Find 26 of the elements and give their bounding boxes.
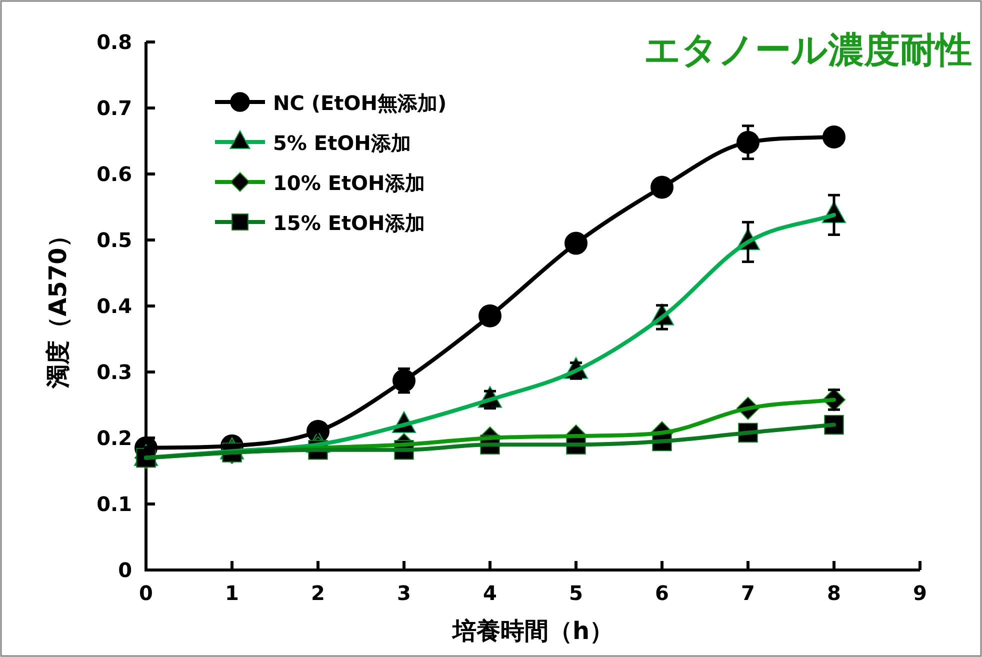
x-tick-label: 4 — [483, 581, 497, 605]
y-tick-label: 0.2 — [96, 426, 132, 450]
x-tick-label: 3 — [397, 581, 411, 605]
x-tick-label: 5 — [569, 581, 583, 605]
x-axis-title: 培養時間（h） — [450, 617, 614, 645]
x-tick-label: 7 — [741, 581, 755, 605]
x-tick-label: 1 — [225, 581, 239, 605]
legend-label: 5% EtOH添加 — [273, 131, 411, 155]
y-tick-label: 0.8 — [96, 30, 132, 54]
chart-title: エタノール濃度耐性 — [644, 30, 972, 71]
x-tick-label: 0 — [139, 581, 153, 605]
x-tick-label: 8 — [827, 581, 841, 605]
y-tick-label: 0 — [118, 558, 132, 582]
y-tick-label: 0.6 — [96, 162, 132, 186]
y-tick-label: 0.3 — [96, 360, 132, 384]
x-tick-label: 9 — [913, 581, 927, 605]
y-axis-title: 濁度（A570） — [44, 224, 72, 390]
y-tick-label: 0.1 — [96, 492, 132, 516]
legend-label: 10% EtOH添加 — [273, 171, 425, 195]
x-tick-label: 2 — [311, 581, 325, 605]
legend-label: NC (EtOH無添加) — [273, 91, 447, 115]
x-tick-label: 6 — [655, 581, 669, 605]
y-tick-label: 0.5 — [96, 228, 132, 252]
legend-label: 15% EtOH添加 — [273, 211, 425, 235]
y-tick-label: 0.4 — [96, 294, 132, 318]
y-tick-label: 0.7 — [96, 96, 132, 120]
